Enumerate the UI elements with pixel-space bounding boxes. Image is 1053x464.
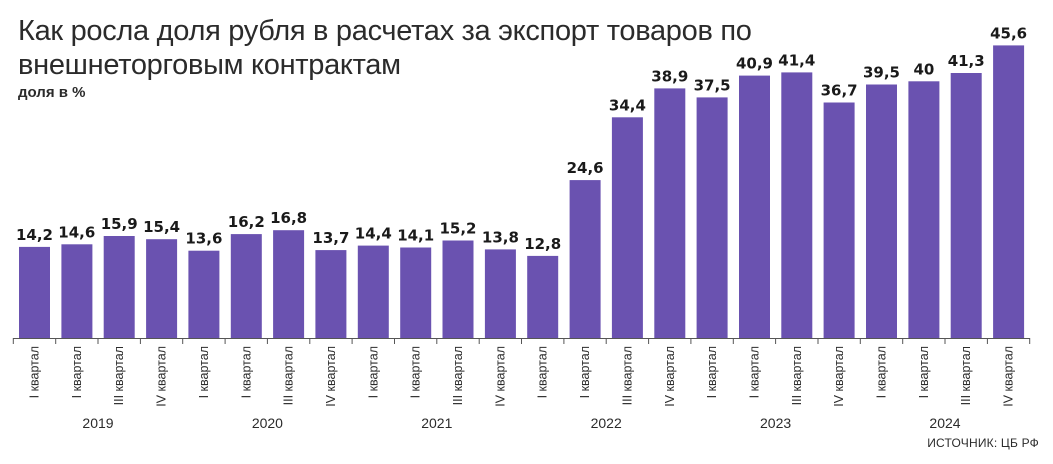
- bar-value-label: 14,2: [16, 226, 53, 244]
- bar: [611, 117, 643, 338]
- bar-value-label: 41,4: [778, 51, 815, 69]
- quarter-tick-label: I квартал: [70, 346, 84, 398]
- bar-value-label: 13,7: [312, 229, 349, 247]
- bar: [654, 88, 686, 339]
- year-label: 2022: [591, 415, 622, 431]
- bar-value-label: 45,6: [990, 24, 1027, 42]
- bar-value-label: 15,4: [143, 218, 180, 236]
- quarter-tick-label: IV квартал: [1002, 346, 1016, 407]
- quarter-tick-label: III квартал: [112, 346, 126, 405]
- bar: [484, 249, 516, 338]
- quarter-tick-label: IV квартал: [155, 346, 169, 407]
- quarter-tick-label: III квартал: [959, 346, 973, 405]
- quarter-tick-label: I квартал: [578, 346, 592, 398]
- year-label: 2023: [760, 415, 791, 431]
- quarter-tick-label: III квартал: [282, 346, 296, 405]
- quarter-tick-label: IV квартал: [493, 346, 507, 407]
- bar: [739, 75, 770, 338]
- bar-value-label: 13,6: [185, 230, 222, 248]
- bar-value-label: 15,2: [439, 220, 476, 238]
- bar-value-label: 14,1: [397, 227, 434, 245]
- bar-value-label: 16,2: [228, 213, 265, 231]
- bar-value-label: 39,5: [863, 64, 900, 82]
- bar-value-label: 13,8: [482, 228, 519, 246]
- bar: [146, 239, 178, 338]
- bar: [569, 180, 601, 338]
- source-note: ИСТОЧНИК: ЦБ РФ: [927, 436, 1039, 450]
- quarter-tick-label: I квартал: [748, 346, 762, 398]
- quarter-tick-label: I квартал: [536, 346, 550, 398]
- bar-value-label: 14,4: [355, 225, 392, 243]
- bar: [315, 250, 347, 338]
- quarter-tick-label: I квартал: [197, 346, 211, 398]
- quarter-tick-label: I квартал: [705, 346, 719, 398]
- bar-value-label: 36,7: [821, 82, 858, 100]
- year-label: 2019: [82, 415, 113, 431]
- quarter-tick-label: I квартал: [366, 346, 380, 398]
- bar: [230, 234, 262, 339]
- quarter-tick-label: I квартал: [28, 346, 42, 398]
- bar: [866, 84, 897, 338]
- bar: [908, 81, 940, 339]
- bar: [527, 255, 559, 338]
- quarter-tick-label: I квартал: [409, 346, 423, 398]
- quarter-tick-label: I квартал: [239, 346, 253, 398]
- bar: [273, 230, 305, 338]
- bar-value-label: 16,8: [270, 209, 307, 227]
- quarter-tick-label: III квартал: [790, 346, 804, 405]
- bar: [19, 246, 50, 338]
- bar: [950, 73, 982, 338]
- bar-value-label: 34,4: [609, 96, 646, 114]
- bar-value-label: 40,9: [736, 55, 773, 73]
- chart-title: Как росла доля рубля в расчетах за экспо…: [18, 15, 752, 81]
- quarter-tick-label: IV квартал: [663, 346, 677, 407]
- bar: [357, 245, 389, 338]
- bar: [61, 244, 93, 338]
- value-labels-group: 14,2 14,6 15,9 15,4 13,6 16,2 16,8 13,7 14,4 14,1…: [16, 24, 1027, 253]
- quarter-labels-group: I квартал I квартал III квартал IV квартал I…: [28, 346, 1016, 407]
- bar-value-label: 14,6: [58, 223, 95, 241]
- bar: [993, 45, 1025, 339]
- bar: [442, 240, 474, 338]
- bar-value-label: 24,6: [567, 159, 604, 177]
- bar-value-label: 38,9: [651, 67, 688, 85]
- year-labels-group: 2019 2020 2021 2022 2023 2024: [82, 415, 960, 431]
- bar-value-label: 37,5: [694, 76, 731, 94]
- bar: [696, 97, 728, 339]
- bar: [400, 247, 432, 338]
- quarter-tick-label: I квартал: [875, 346, 889, 398]
- year-label: 2021: [421, 415, 452, 431]
- quarter-tick-label: IV квартал: [832, 346, 846, 407]
- quarter-tick-label: III квартал: [451, 346, 465, 405]
- bars-group: [19, 45, 1025, 339]
- bar-value-label: 40: [913, 60, 934, 78]
- bar: [188, 250, 220, 338]
- quarter-tick-label: IV квартал: [324, 346, 338, 407]
- bar: [103, 236, 135, 338]
- year-label: 2024: [929, 415, 960, 431]
- quarter-tick-label: I квартал: [917, 346, 931, 398]
- bar: [781, 72, 813, 339]
- quarter-tick-label: III квартал: [620, 346, 634, 405]
- bar-value-label: 15,9: [101, 215, 138, 233]
- bar-value-label: 41,3: [948, 52, 985, 70]
- year-label: 2020: [252, 415, 283, 431]
- bar-value-label: 12,8: [524, 235, 561, 253]
- chart-subtitle: доля в %: [18, 84, 86, 101]
- bar: [823, 102, 855, 338]
- x-axis-ticks-group: [12, 338, 1031, 344]
